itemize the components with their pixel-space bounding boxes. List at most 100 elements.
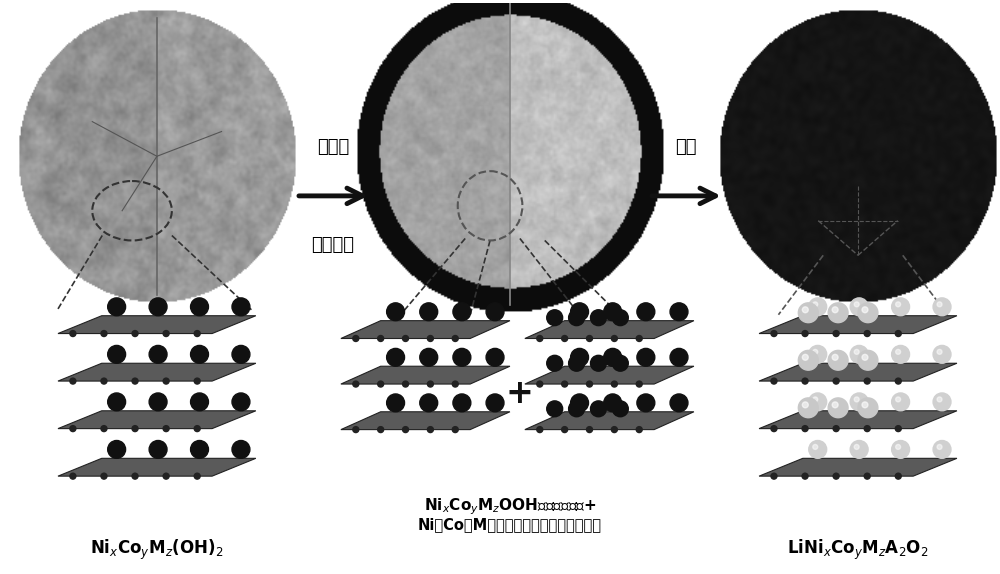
Circle shape — [232, 298, 250, 316]
Polygon shape — [525, 412, 694, 429]
Circle shape — [569, 401, 585, 417]
Polygon shape — [759, 363, 957, 381]
Circle shape — [108, 393, 126, 411]
Circle shape — [132, 331, 138, 336]
Circle shape — [604, 394, 622, 412]
Polygon shape — [759, 316, 957, 333]
Circle shape — [108, 440, 126, 458]
Circle shape — [420, 348, 438, 366]
Circle shape — [798, 303, 818, 323]
Circle shape — [191, 440, 208, 458]
Circle shape — [132, 473, 138, 479]
Circle shape — [802, 473, 808, 479]
Circle shape — [858, 303, 878, 323]
Circle shape — [896, 397, 901, 402]
Circle shape — [862, 354, 868, 360]
Circle shape — [163, 378, 169, 384]
Circle shape — [590, 401, 606, 417]
Circle shape — [611, 426, 617, 433]
Circle shape — [933, 346, 951, 363]
Circle shape — [353, 381, 359, 387]
Polygon shape — [525, 366, 694, 384]
Circle shape — [562, 336, 568, 342]
Circle shape — [809, 440, 827, 458]
Circle shape — [933, 393, 951, 411]
Circle shape — [486, 394, 504, 412]
Circle shape — [611, 336, 617, 342]
Circle shape — [70, 378, 76, 384]
Circle shape — [101, 473, 107, 479]
Circle shape — [937, 350, 942, 354]
Circle shape — [802, 354, 808, 360]
Circle shape — [933, 440, 951, 458]
Circle shape — [427, 426, 433, 433]
Polygon shape — [58, 363, 256, 381]
Text: +: + — [506, 378, 534, 410]
Circle shape — [70, 331, 76, 336]
Circle shape — [892, 298, 910, 316]
Text: LiNi$_x$Co$_y$M$_z$A$_2$O$_2$: LiNi$_x$Co$_y$M$_z$A$_2$O$_2$ — [787, 538, 929, 562]
Circle shape — [895, 473, 901, 479]
Circle shape — [612, 401, 628, 417]
Circle shape — [486, 303, 504, 321]
Circle shape — [636, 336, 642, 342]
Circle shape — [895, 331, 901, 336]
Circle shape — [833, 378, 839, 384]
Circle shape — [670, 303, 688, 321]
Circle shape — [832, 307, 838, 313]
Circle shape — [587, 426, 592, 433]
Circle shape — [864, 426, 870, 432]
Circle shape — [562, 426, 568, 433]
Circle shape — [802, 331, 808, 336]
Circle shape — [636, 426, 642, 433]
Circle shape — [163, 473, 169, 479]
Circle shape — [802, 402, 808, 408]
Circle shape — [670, 348, 688, 366]
Circle shape — [809, 393, 827, 411]
Circle shape — [854, 350, 859, 354]
Circle shape — [813, 444, 818, 449]
Circle shape — [833, 331, 839, 336]
Circle shape — [101, 378, 107, 384]
Circle shape — [191, 393, 208, 411]
Circle shape — [486, 348, 504, 366]
Circle shape — [232, 440, 250, 458]
Circle shape — [809, 346, 827, 363]
Circle shape — [194, 331, 200, 336]
Circle shape — [571, 348, 589, 366]
Circle shape — [453, 394, 471, 412]
Circle shape — [569, 310, 585, 325]
Circle shape — [933, 298, 951, 316]
Circle shape — [571, 303, 589, 321]
Circle shape — [802, 426, 808, 432]
Circle shape — [802, 378, 808, 384]
Circle shape — [828, 350, 848, 370]
Circle shape — [547, 355, 563, 371]
Circle shape — [149, 393, 167, 411]
Circle shape — [163, 426, 169, 432]
Circle shape — [895, 426, 901, 432]
Circle shape — [862, 307, 868, 313]
Circle shape — [858, 398, 878, 418]
Circle shape — [378, 426, 384, 433]
Circle shape — [798, 350, 818, 370]
Circle shape — [452, 381, 458, 387]
Circle shape — [108, 298, 126, 316]
Circle shape — [832, 354, 838, 360]
Polygon shape — [341, 366, 510, 384]
Circle shape — [378, 336, 384, 342]
Circle shape — [547, 401, 563, 417]
Circle shape — [813, 397, 818, 402]
Circle shape — [896, 302, 901, 307]
Text: 煿烧: 煿烧 — [675, 138, 697, 156]
Circle shape — [937, 397, 942, 402]
Circle shape — [833, 473, 839, 479]
Circle shape — [771, 473, 777, 479]
Circle shape — [892, 440, 910, 458]
Circle shape — [612, 355, 628, 371]
Circle shape — [387, 303, 405, 321]
Circle shape — [191, 298, 208, 316]
Circle shape — [854, 397, 859, 402]
Circle shape — [571, 394, 589, 412]
Polygon shape — [341, 321, 510, 339]
